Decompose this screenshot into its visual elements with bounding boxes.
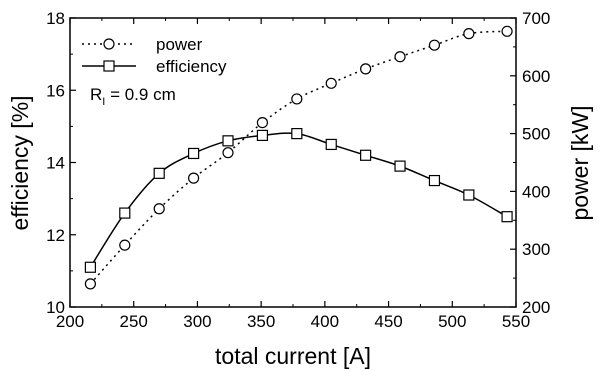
data-point-efficiency (153, 167, 165, 179)
legend-power-marker (103, 38, 115, 50)
y-left-tick-label: 18 (46, 9, 65, 28)
data-point-efficiency (222, 135, 234, 147)
x-tick-label: 300 (183, 312, 211, 331)
y-right-tick-label: 500 (522, 125, 550, 144)
data-point-efficiency (256, 129, 269, 142)
data-point-power (222, 147, 234, 159)
legend-power-label: power (156, 35, 203, 54)
x-tick-label: 400 (311, 312, 339, 331)
data-point-power (428, 39, 441, 51)
x-tick-label: 450 (374, 312, 402, 331)
y-left-tick-label: 16 (46, 81, 65, 100)
series-layer (84, 25, 513, 290)
legend-efficiency-label: efficiency (156, 57, 227, 76)
y-left-tick-label: 10 (46, 298, 65, 317)
data-point-power (256, 117, 269, 129)
y-left-tick-label: 14 (46, 154, 65, 173)
y-left-tick-label: 12 (46, 226, 65, 245)
y-right-tick-label: 700 (522, 9, 550, 28)
y-axis-left-title: efficiency [%] (7, 95, 33, 230)
data-point-power (325, 77, 337, 89)
data-point-efficiency (291, 128, 303, 140)
data-point-power (360, 63, 372, 75)
annotation-base: R (90, 85, 102, 104)
y-right-tick-label: 300 (522, 240, 550, 259)
y-right-tick-label: 600 (522, 67, 550, 86)
data-point-power (119, 239, 131, 251)
series-line-power (89, 30, 508, 285)
legend-entry-efficiency: efficiency (82, 57, 227, 76)
annotation-ri: RI = 0.9 cm (90, 85, 176, 108)
y-axis-right-title: power [kW] (567, 105, 593, 220)
data-point-efficiency (501, 211, 513, 223)
annotation-subscript: I (102, 96, 105, 108)
data-point-power (153, 203, 165, 215)
data-point-efficiency (325, 138, 337, 151)
data-point-power (394, 51, 406, 63)
data-point-power (291, 93, 303, 105)
data-point-power (84, 278, 96, 290)
data-point-efficiency (84, 261, 96, 273)
data-point-power (463, 28, 475, 40)
ticks: 200 250 300 350 400 450 500 550 10 12 14 16 18 200 300… (46, 9, 550, 331)
data-point-efficiency (119, 207, 131, 219)
y-right-tick-label: 200 (522, 298, 550, 317)
data-point-power (501, 25, 513, 37)
x-tick-label: 200 (56, 312, 84, 331)
series-efficiency (84, 128, 513, 273)
plot-frame (69, 17, 517, 308)
data-point-efficiency (360, 149, 372, 161)
data-point-efficiency (188, 147, 200, 160)
x-tick-label: 350 (247, 312, 275, 331)
legend: power efficiency (82, 35, 227, 76)
x-axis-title: total current [A] (215, 343, 371, 369)
data-point-efficiency (394, 160, 406, 172)
series-power (84, 25, 513, 290)
data-point-efficiency (428, 174, 441, 187)
annotation-rest: = 0.9 cm (105, 85, 175, 104)
x-tick-label: 500 (438, 312, 466, 331)
y-right-tick-label: 400 (522, 182, 550, 201)
series-line-efficiency (89, 132, 508, 268)
data-point-power (188, 172, 200, 184)
data-point-efficiency (463, 189, 475, 201)
x-tick-label: 250 (120, 312, 148, 331)
legend-efficiency-marker (103, 60, 115, 72)
legend-entry-power: power (82, 35, 203, 54)
x-tick-label: 550 (502, 312, 530, 331)
